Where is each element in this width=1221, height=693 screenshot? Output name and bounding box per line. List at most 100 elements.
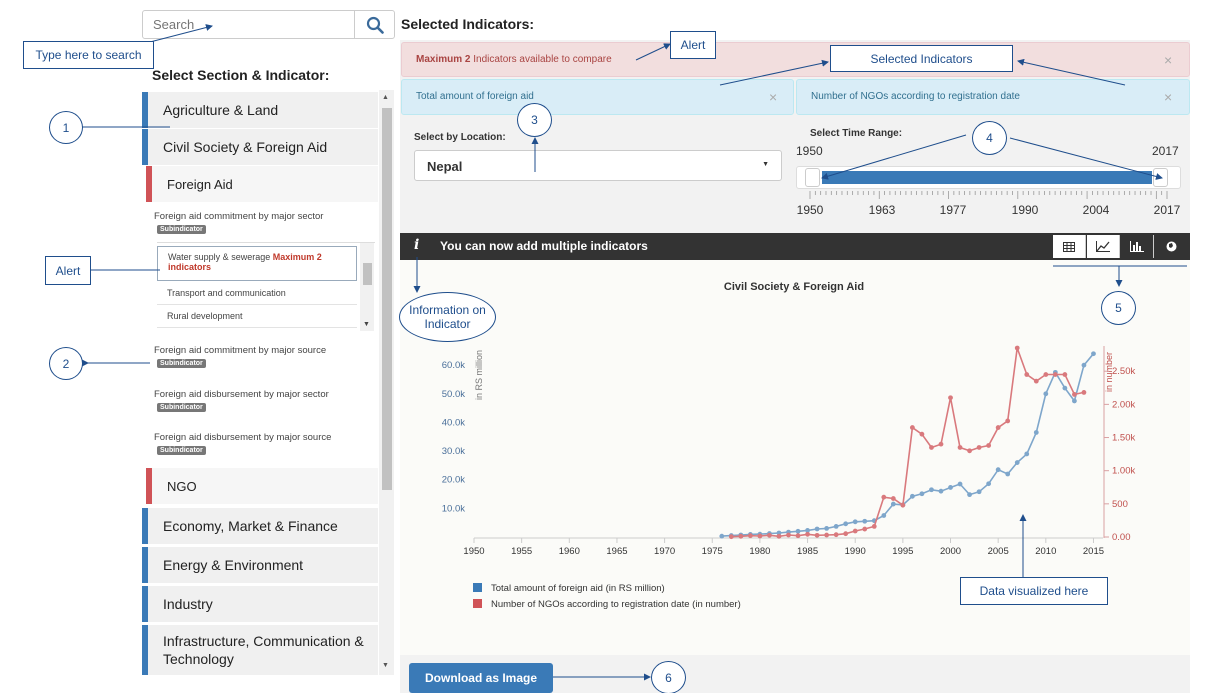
data-point bbox=[786, 532, 791, 538]
data-point bbox=[1033, 430, 1039, 435]
data-point bbox=[1072, 398, 1077, 404]
table-view-button[interactable] bbox=[1053, 235, 1086, 258]
close-icon[interactable]: × bbox=[1164, 89, 1173, 105]
data-point bbox=[1072, 392, 1077, 397]
inner-item-label: Water supply & sewerage bbox=[168, 252, 271, 262]
x-tick-label: 1960 bbox=[559, 546, 580, 557]
legend-swatch-red bbox=[473, 599, 482, 608]
time-range-label: Select Time Range: bbox=[810, 128, 903, 139]
data-point bbox=[1005, 471, 1011, 477]
data-point bbox=[1024, 372, 1030, 377]
time-slider[interactable] bbox=[796, 166, 1181, 189]
search-box bbox=[142, 10, 395, 39]
section-energy[interactable]: Energy & Environment bbox=[142, 547, 378, 583]
data-point bbox=[881, 494, 887, 500]
legend-swatch-blue bbox=[473, 583, 482, 592]
section-scrollbar[interactable]: ▲ ▼ bbox=[379, 90, 394, 675]
section-civil-society[interactable]: Civil Society & Foreign Aid bbox=[142, 129, 378, 165]
y-right-tick-label: 1.00k bbox=[1112, 466, 1135, 477]
data-point bbox=[995, 467, 1001, 473]
data-point bbox=[986, 443, 992, 448]
y-left-label: in RS million bbox=[474, 350, 484, 400]
search-input[interactable] bbox=[143, 11, 353, 38]
data-point bbox=[929, 487, 934, 493]
section-foreign-aid[interactable]: Foreign Aid bbox=[146, 166, 378, 202]
subindicator-title[interactable]: Foreign aid commitment by major source bbox=[154, 345, 327, 356]
legend-entry[interactable]: Number of NGOs according to registration… bbox=[491, 599, 741, 610]
subindicator-title[interactable]: Foreign aid disbursement by major sector bbox=[154, 389, 329, 400]
data-point bbox=[967, 448, 972, 454]
data-point bbox=[1033, 378, 1039, 384]
slider-handle-max[interactable] bbox=[1153, 168, 1168, 187]
section-label: Economy, Market & Finance bbox=[163, 518, 338, 534]
y-left-tick-label: 30.0k bbox=[442, 446, 465, 457]
bar-chart-button[interactable] bbox=[1121, 235, 1154, 258]
caret-down-icon: ▼ bbox=[762, 161, 769, 168]
alert-rest: Indicators available to compare bbox=[470, 54, 612, 65]
section-title: Select Section & Indicator: bbox=[152, 67, 330, 83]
data-point bbox=[776, 533, 782, 539]
data-point bbox=[1014, 345, 1020, 351]
data-point bbox=[776, 530, 782, 536]
data-point bbox=[948, 395, 953, 401]
x-tick-label: 1980 bbox=[749, 546, 770, 557]
data-point bbox=[909, 493, 915, 499]
section-agriculture[interactable]: Agriculture & Land bbox=[142, 92, 378, 128]
data-point bbox=[767, 532, 772, 538]
inner-item-label: Transport and communication bbox=[167, 288, 286, 298]
location-select[interactable]: Nepal ▼ bbox=[414, 150, 782, 181]
close-icon[interactable]: × bbox=[769, 89, 778, 105]
inner-item-transport[interactable]: Transport and communication bbox=[157, 283, 357, 305]
data-point bbox=[948, 485, 953, 490]
close-icon[interactable]: × bbox=[1164, 52, 1173, 68]
section-ngo[interactable]: NGO bbox=[146, 468, 378, 504]
section-economy[interactable]: Economy, Market & Finance bbox=[142, 508, 378, 544]
data-point bbox=[757, 533, 763, 539]
note-number: 2 bbox=[49, 347, 83, 380]
time-min-value: 1950 bbox=[796, 144, 823, 158]
data-point bbox=[900, 502, 906, 508]
data-point bbox=[890, 496, 896, 501]
data-point bbox=[747, 533, 753, 539]
slider-ticks: 1950 1963 1977 1990 2004 2017 bbox=[797, 191, 1181, 217]
slider-handle-min[interactable] bbox=[805, 168, 820, 187]
data-point bbox=[986, 481, 992, 487]
data-point bbox=[843, 521, 849, 527]
section-scroll-thumb[interactable] bbox=[382, 108, 392, 490]
data-point bbox=[1005, 418, 1011, 424]
y-left-tick-label: 50.0k bbox=[442, 389, 465, 400]
x-tick-label: 1985 bbox=[797, 546, 818, 557]
info-icon[interactable]: i bbox=[414, 237, 420, 253]
slider-tick-label: 1963 bbox=[869, 203, 896, 217]
toolbar-message: You can now add multiple indicators bbox=[440, 239, 648, 253]
globe-icon bbox=[1166, 241, 1177, 252]
map-view-button[interactable] bbox=[1155, 235, 1188, 258]
inner-item-water[interactable]: Water supply & sewerage Maximum 2 indica… bbox=[157, 246, 357, 281]
subindicator-title[interactable]: Foreign aid commitment by major sector bbox=[154, 211, 324, 222]
section-label: Civil Society & Foreign Aid bbox=[163, 139, 328, 155]
data-point bbox=[871, 523, 877, 529]
subindicator-badge: Subindicator bbox=[157, 446, 206, 455]
scroll-up-icon[interactable]: ▲ bbox=[382, 94, 389, 101]
inner-scroll-thumb[interactable] bbox=[363, 263, 372, 285]
section-industry[interactable]: Industry bbox=[142, 586, 378, 622]
data-point bbox=[1081, 390, 1087, 395]
scroll-down-icon[interactable]: ▼ bbox=[382, 662, 389, 669]
search-button[interactable] bbox=[354, 11, 394, 38]
data-point bbox=[1043, 391, 1049, 397]
inner-item-rural[interactable]: Rural development bbox=[157, 306, 357, 328]
download-image-button[interactable]: Download as Image bbox=[409, 663, 553, 693]
x-tick-label: 2000 bbox=[940, 546, 961, 557]
subindicator-title[interactable]: Foreign aid disbursement by major source bbox=[154, 432, 332, 443]
section-label: Infrastructure, Communication & Technolo… bbox=[163, 633, 364, 667]
section-infrastructure[interactable]: Infrastructure, Communication & Technolo… bbox=[142, 625, 378, 675]
selected-title: Selected Indicators: bbox=[401, 16, 535, 32]
selected-indicator-1: Total amount of foreign aid × bbox=[401, 79, 794, 115]
data-point bbox=[1062, 372, 1068, 377]
scroll-down-icon[interactable]: ▼ bbox=[363, 321, 370, 328]
slider-tick-label: 1950 bbox=[797, 203, 824, 217]
inner-scrollbar[interactable]: ▼ bbox=[360, 243, 374, 331]
legend-entry[interactable]: Total amount of foreign aid (in RS milli… bbox=[491, 583, 665, 594]
line-chart-button[interactable] bbox=[1087, 235, 1120, 258]
data-point bbox=[1052, 372, 1058, 377]
